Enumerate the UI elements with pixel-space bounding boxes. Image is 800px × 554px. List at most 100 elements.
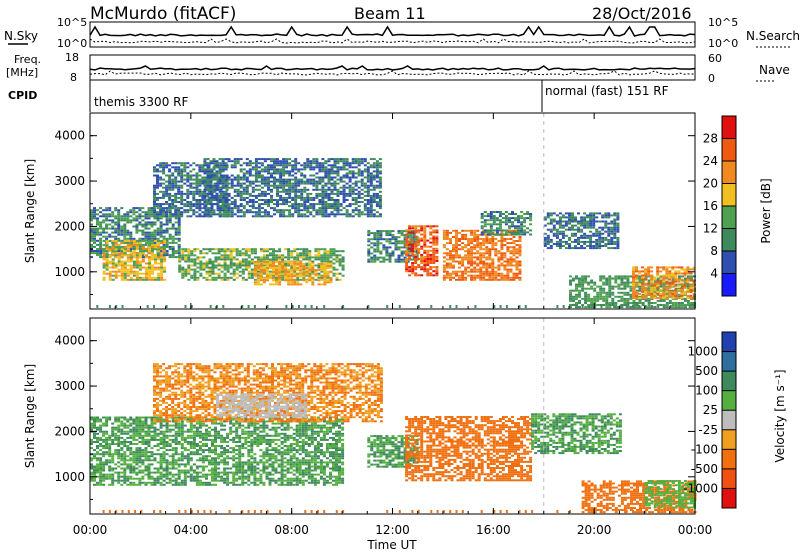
- echo-cell: [549, 214, 553, 217]
- echo-cell: [108, 207, 112, 210]
- echo-cell: [203, 194, 207, 197]
- echo-cell: [445, 229, 449, 232]
- echo-cell: [385, 230, 389, 233]
- echo-cell: [126, 215, 130, 218]
- echo-cell: [357, 164, 361, 167]
- echo-cell: [93, 227, 96, 230]
- echo-cell: [414, 243, 418, 246]
- echo-cell: [174, 221, 178, 224]
- echo-cell: [148, 240, 151, 242]
- echo-cell: [306, 207, 310, 210]
- echo-cell: [482, 274, 486, 277]
- echo-cell: [333, 184, 337, 187]
- echo-cell: [509, 246, 513, 249]
- echo-cell: [476, 229, 480, 232]
- echo-cell: [294, 196, 298, 199]
- echo-cell: [512, 240, 516, 242]
- echo-cell: [492, 229, 496, 232]
- echo-cell: [354, 201, 358, 203]
- echo-cell: [270, 194, 273, 197]
- echo-cell: [306, 182, 310, 185]
- echo-cell: [635, 306, 639, 309]
- echo-cell: [232, 278, 236, 281]
- echo-cell: [391, 238, 395, 241]
- echo-cell: [263, 203, 267, 206]
- echo-cell: [435, 229, 439, 232]
- echo-cell: [449, 240, 452, 242]
- echo-cell: [141, 225, 145, 228]
- echo-cell: [308, 279, 312, 282]
- echo-cell: [470, 260, 474, 263]
- echo-cell: [221, 199, 225, 201]
- echo-cell: [500, 278, 504, 281]
- echo-cell: [342, 190, 346, 193]
- echo-cell: [216, 205, 220, 208]
- echo-cell: [244, 260, 248, 263]
- echo-cell: [254, 207, 258, 210]
- echo-cell: [423, 235, 427, 238]
- echo-cell: [373, 232, 377, 235]
- echo-cell: [285, 201, 289, 203]
- echo-cell: [473, 240, 477, 242]
- echo-cell: [156, 180, 159, 183]
- echo-cell: [324, 196, 328, 199]
- echo-cell: [193, 262, 197, 265]
- echo-cell: [611, 287, 615, 290]
- echo-cell: [273, 184, 276, 187]
- echo-cell: [227, 160, 231, 163]
- echo-cell: [429, 245, 433, 248]
- echo-cell: [568, 245, 571, 247]
- echo-cell: [132, 278, 136, 281]
- echo-cell: [321, 213, 325, 216]
- echo-cell: [614, 295, 618, 298]
- echo-cell: [204, 209, 208, 212]
- echo-cell: [571, 212, 574, 215]
- echo-cell: [111, 278, 115, 281]
- echo-cell: [245, 201, 249, 203]
- echo-cell: [581, 277, 585, 280]
- echo-cell: [247, 262, 251, 265]
- echo-cell: [574, 247, 577, 250]
- echo-cell: [153, 207, 156, 210]
- echo-cell: [177, 184, 181, 187]
- echo-cell: [546, 212, 550, 215]
- echo-cell: [174, 166, 178, 169]
- echo-cell: [305, 267, 309, 269]
- echo-cell: [287, 252, 291, 255]
- echo-cell: [375, 211, 379, 214]
- echo-cell: [405, 245, 409, 248]
- echo-cell: [257, 174, 261, 177]
- echo-cell: [610, 240, 614, 243]
- echo-cell: [500, 244, 504, 247]
- echo-cell: [414, 272, 418, 275]
- echo-cell: [482, 260, 486, 263]
- echo-cell: [114, 229, 118, 232]
- echo-cell: [409, 254, 413, 257]
- echo-cell: [199, 260, 203, 263]
- echo-cell: [162, 252, 166, 255]
- echo-cell: [218, 196, 222, 199]
- echo-cell: [330, 172, 334, 175]
- echo-cell: [529, 229, 533, 232]
- echo-cell: [587, 281, 591, 284]
- echo-cell: [148, 268, 151, 271]
- echo-cell: [138, 266, 142, 269]
- echo-cell: [205, 270, 209, 273]
- echo-cell: [500, 258, 504, 261]
- echo-cell: [514, 219, 517, 222]
- echo-cell: [203, 205, 207, 208]
- echo-cell: [314, 256, 318, 259]
- echo-cell: [266, 279, 269, 282]
- echo-cell: [360, 170, 364, 173]
- echo-cell: [351, 162, 355, 165]
- echo-cell: [279, 168, 283, 171]
- echo-cell: [284, 267, 288, 269]
- echo-cell: [171, 178, 175, 181]
- echo-cell: [212, 172, 216, 175]
- echo-cell: [611, 285, 615, 288]
- echo-cell: [227, 215, 231, 218]
- echo-cell: [114, 270, 118, 273]
- echo-cell: [198, 205, 202, 208]
- echo-cell: [569, 299, 572, 302]
- echo-cell: [318, 168, 322, 171]
